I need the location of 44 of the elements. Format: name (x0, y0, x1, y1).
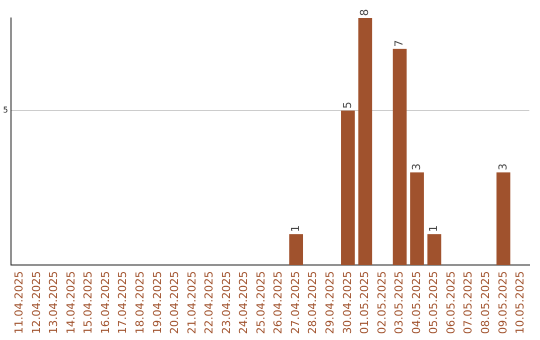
data-label: 7 (392, 40, 406, 47)
x-tick-label: 19.04.2025 (150, 271, 164, 334)
x-tick-label: 29.04.2025 (324, 271, 337, 334)
x-tick-label: 03.05.2025 (392, 271, 406, 334)
x-tick-label: 04.05.2025 (410, 271, 423, 334)
data-label: 5 (340, 102, 354, 109)
x-tick-label: 01.05.2025 (358, 271, 372, 334)
x-tick-label: 15.04.2025 (82, 271, 95, 334)
bar (410, 172, 424, 266)
x-tick-label: 17.04.2025 (116, 271, 130, 334)
data-label: 3 (496, 163, 510, 170)
x-tick-label: 28.04.2025 (306, 271, 320, 334)
bar (358, 18, 372, 266)
x-tick-label: 27.04.2025 (288, 271, 302, 334)
data-label: 1 (427, 225, 440, 232)
bar (392, 48, 407, 266)
x-tick-label: 14.04.2025 (64, 271, 78, 334)
x-tick-label: 02.05.2025 (375, 271, 388, 334)
x-tick-label: 21.04.2025 (185, 271, 198, 334)
bar (289, 234, 304, 266)
bar (427, 234, 442, 266)
x-tick-label: 05.05.2025 (427, 271, 440, 334)
data-label: 8 (358, 9, 372, 16)
x-tick-label: 09.05.2025 (496, 271, 510, 334)
x-tick-label: 24.04.2025 (237, 271, 250, 334)
x-tick-label: 22.04.2025 (202, 271, 216, 334)
x-tick-label: 18.04.2025 (134, 271, 147, 334)
x-tick-label: 06.05.2025 (444, 271, 458, 334)
x-tick-label: 20.04.2025 (168, 271, 182, 334)
x-tick-label: 11.04.2025 (12, 271, 26, 334)
x-tick-label: 30.04.2025 (340, 271, 354, 334)
x-tick-label: 25.04.2025 (254, 271, 268, 334)
data-label: 1 (288, 225, 302, 232)
x-tick-label: 26.04.2025 (272, 271, 285, 334)
x-tick-label: 08.05.2025 (478, 271, 492, 334)
data-label: 3 (410, 163, 423, 170)
x-tick-label: 13.04.2025 (47, 271, 60, 334)
x-tick-label: 16.04.2025 (98, 271, 112, 334)
bar (496, 172, 510, 266)
x-tick-label: 12.04.2025 (30, 271, 43, 334)
bar (341, 110, 355, 266)
x-tick-label: 07.05.2025 (462, 271, 475, 334)
x-tick-label: 10.05.2025 (514, 271, 527, 334)
x-tick-label: 23.04.2025 (220, 271, 233, 334)
